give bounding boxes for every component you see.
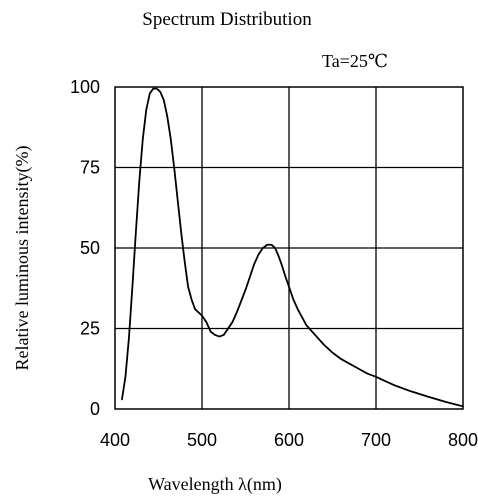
y-tick-label: 75 <box>80 158 100 178</box>
y-tick-labels: 0 25 50 75 100 <box>70 77 100 419</box>
x-tick-label: 400 <box>100 430 130 450</box>
y-axis-label: Relative luminous intensity(%) <box>12 146 33 371</box>
y-tick-label: 0 <box>90 399 100 419</box>
temperature-annotation: Ta=25℃ <box>322 51 388 71</box>
x-tick-label: 500 <box>187 430 217 450</box>
chart-title: Spectrum Distribution <box>142 9 312 30</box>
x-axis-label: Wavelength λ(nm) <box>148 474 282 495</box>
x-tick-label: 700 <box>361 430 391 450</box>
y-tick-label: 100 <box>70 77 100 97</box>
x-tick-labels: 400 500 600 700 800 <box>100 430 478 450</box>
series-layer <box>121 87 464 408</box>
spectrum-series-line <box>121 87 464 408</box>
x-tick-label: 600 <box>274 430 304 450</box>
x-tick-label: 800 <box>448 430 478 450</box>
y-tick-label: 50 <box>80 238 100 258</box>
y-tick-label: 25 <box>80 319 100 339</box>
grid-lines <box>115 87 463 409</box>
